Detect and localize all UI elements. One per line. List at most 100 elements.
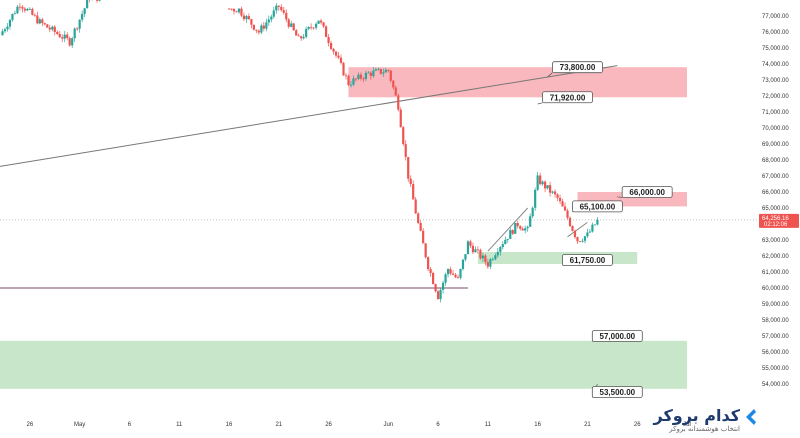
price-callout[interactable]: 53,500.00 — [591, 383, 643, 398]
candle — [566, 208, 569, 220]
candle — [446, 268, 450, 278]
candle — [16, 4, 19, 15]
candle — [414, 196, 417, 214]
candle — [38, 17, 41, 25]
x-tick-label: 6 — [436, 422, 440, 428]
candle — [422, 227, 425, 244]
candle — [277, 5, 280, 11]
candle — [53, 25, 56, 36]
brand-watermark: کدام بروکر انتخاب هوشمندانه بروکر — [653, 406, 756, 434]
candle — [384, 67, 387, 73]
candle — [596, 217, 599, 226]
candle — [397, 93, 400, 112]
candle — [287, 17, 290, 29]
candle — [66, 32, 69, 41]
candle — [583, 236, 587, 244]
x-tick-label: 21 — [275, 422, 282, 428]
candle — [434, 283, 437, 293]
price-callouts: 73,800.00 71,920.00 66,000.00 65,100.00 61,7… — [537, 61, 673, 398]
candle — [63, 30, 66, 43]
candle — [359, 72, 363, 81]
candle — [558, 194, 562, 205]
candle — [232, 7, 236, 15]
candle — [23, 6, 26, 13]
brand-name: کدام بروکر — [653, 406, 741, 425]
candle — [272, 6, 275, 19]
callout-label: 73,800.00 — [560, 63, 596, 72]
candle — [36, 11, 39, 25]
trendline-2[interactable] — [487, 207, 529, 252]
candle — [68, 36, 71, 47]
price-callout[interactable]: 57,000.00 — [591, 330, 643, 342]
candle — [526, 225, 529, 232]
candle — [302, 33, 305, 40]
candle — [58, 31, 61, 38]
candle — [324, 24, 328, 38]
candle — [496, 248, 499, 258]
candle — [382, 68, 385, 77]
candle — [275, 3, 278, 14]
candle — [466, 240, 470, 255]
trendline-0[interactable] — [0, 65, 618, 167]
candle — [404, 140, 407, 161]
price-callout[interactable]: 61,750.00 — [562, 254, 613, 266]
x-tick-label: May — [74, 422, 85, 428]
candle — [541, 180, 544, 186]
x-tick-label: Jun — [383, 422, 393, 428]
candle — [26, 7, 29, 12]
candle — [265, 18, 268, 32]
trendline-3[interactable] — [567, 221, 588, 238]
candle — [78, 19, 81, 33]
candle — [347, 74, 350, 87]
candle — [227, 8, 231, 10]
candle — [3, 27, 7, 34]
brand-tagline: انتخاب هوشمندانه بروکر — [669, 425, 740, 433]
candle — [367, 71, 370, 74]
callout-label: 57,000.00 — [600, 332, 636, 341]
candle — [511, 229, 514, 236]
price-callout[interactable]: 65,100.00 — [571, 200, 623, 213]
candle — [28, 7, 31, 10]
current-price-label: 64,256.16 — [762, 216, 789, 222]
candle — [571, 225, 574, 232]
candle — [242, 12, 246, 21]
candle — [13, 10, 17, 15]
candle — [436, 289, 440, 300]
candle — [56, 30, 59, 36]
callout-box — [571, 200, 623, 213]
candle — [429, 267, 432, 277]
candle — [319, 18, 323, 25]
callout-label: 65,100.00 — [580, 202, 616, 211]
x-tick-label: 26 — [634, 422, 641, 428]
candle — [476, 246, 480, 254]
y-tick-label: 54,000.00 — [762, 382, 789, 388]
candle — [285, 9, 288, 23]
candle — [451, 270, 455, 276]
price-callout[interactable]: 71,920.00 — [537, 91, 593, 105]
candle — [491, 257, 494, 261]
time-axis-background — [0, 424, 757, 438]
candle — [573, 229, 577, 240]
price-callout[interactable]: 66,000.00 — [617, 186, 673, 198]
candle — [339, 54, 343, 65]
candle — [327, 34, 330, 47]
y-tick-label: 60,000.00 — [762, 286, 789, 292]
y-tick-label: 65,000.00 — [762, 206, 789, 212]
candle — [86, 0, 89, 9]
candle — [539, 172, 542, 186]
candle — [71, 36, 74, 49]
callout-box — [542, 91, 593, 104]
price-callout[interactable]: 73,800.00 — [547, 61, 603, 78]
candle — [297, 33, 300, 37]
x-tick-label: 16 — [226, 422, 233, 428]
candle — [509, 227, 512, 239]
candle — [417, 212, 420, 225]
candle — [489, 257, 492, 270]
candle — [98, 0, 101, 2]
candle — [300, 35, 303, 41]
candle — [245, 14, 248, 23]
candle — [354, 77, 358, 82]
candle — [424, 242, 427, 259]
y-tick-label: 71,000.00 — [762, 110, 789, 116]
